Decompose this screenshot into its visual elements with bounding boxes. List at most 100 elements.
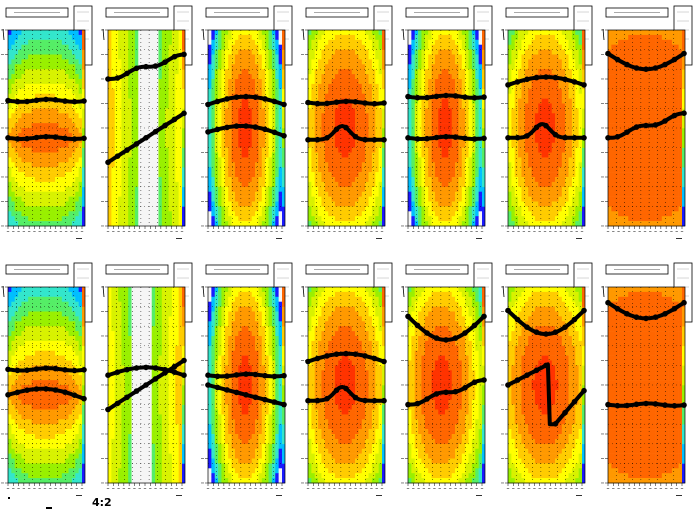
heatmap-cell [111, 64, 116, 70]
heatmap-cell [61, 206, 66, 212]
heatmap-cell [245, 157, 249, 163]
heatmap-cell [268, 177, 273, 183]
heatmap-cell [265, 64, 269, 70]
heatmap-cell [134, 147, 139, 153]
heatmap-cell [365, 128, 369, 134]
heatmap-cell [465, 113, 469, 119]
heatmap-cell [358, 64, 363, 70]
heatmap-cell [251, 79, 256, 85]
heatmap-cell [255, 167, 259, 173]
heatmap-cell [414, 147, 419, 153]
heatmap-cell [238, 83, 242, 90]
heatmap-cell [431, 108, 436, 114]
heatmap-cell [468, 152, 473, 158]
heatmap-cell [365, 123, 369, 129]
heatmap-cell [458, 83, 463, 90]
heatmap-cell [424, 88, 429, 94]
heatmap-cell [118, 221, 122, 227]
heatmap-cell [145, 93, 149, 99]
heatmap-cell [48, 221, 53, 227]
heatmap-cell [371, 123, 376, 129]
heatmap-cell [278, 39, 283, 45]
heatmap-cell [145, 186, 149, 192]
heatmap-cell [221, 103, 226, 109]
heatmap-cell [238, 162, 242, 168]
heatmap-cell [55, 162, 59, 168]
heatmap-cell [148, 221, 153, 227]
heatmap-cell [178, 123, 183, 129]
heatmap-cell [451, 211, 456, 217]
heatmap-cell [155, 167, 159, 173]
heatmap-cell [414, 221, 419, 227]
heatmap-cell [408, 181, 412, 188]
heatmap-cell [441, 69, 446, 75]
heatmap-cell [214, 30, 219, 36]
heatmap-cell [258, 54, 263, 60]
heatmap-cell [155, 191, 159, 197]
heatmap-cell [318, 88, 322, 94]
heatmap-cell [431, 221, 436, 227]
heatmap-cell [318, 103, 322, 109]
heatmap-cell [355, 93, 359, 99]
heatmap-cell [8, 83, 12, 90]
heatmap-cell [114, 128, 119, 134]
heatmap-cell [541, 30, 546, 36]
y-tick-label [101, 54, 104, 55]
heatmap-cell [365, 49, 369, 55]
heatmap-cell [368, 132, 373, 139]
heatmap-cell [241, 59, 246, 65]
color-scale-cell [482, 147, 485, 168]
heatmap-cell [478, 186, 483, 192]
heatmap-cell [168, 49, 173, 55]
heatmap-cell [331, 137, 336, 143]
heatmap-cell [375, 64, 379, 70]
heatmap-cell [41, 34, 46, 41]
heatmap-cell [208, 64, 212, 70]
heatmap-cell [211, 59, 216, 65]
heatmap-cell [555, 34, 559, 41]
heatmap-cell [158, 206, 163, 212]
heatmap-cell [48, 211, 53, 217]
heatmap-cell [251, 49, 256, 55]
heatmap-cell [58, 132, 63, 139]
x-tick-label [338, 231, 341, 232]
heatmap-cell [428, 64, 432, 70]
heatmap-cell [214, 177, 219, 183]
heatmap-cell [234, 79, 239, 85]
heatmap-cell [55, 74, 59, 80]
heatmap-cell [24, 128, 29, 134]
heatmap-cell [461, 128, 466, 134]
heatmap-cell [24, 191, 29, 197]
heatmap-cell [245, 88, 249, 94]
heatmap-cell [251, 108, 256, 114]
heatmap-cell [214, 34, 219, 41]
y-tick-label [1, 225, 4, 227]
heatmap-cell [48, 108, 53, 114]
heatmap-cell [161, 79, 166, 85]
heatmap-cell [245, 137, 249, 143]
heatmap-cell [78, 177, 83, 183]
heatmap-cell [31, 211, 36, 217]
heatmap-cell [21, 157, 26, 163]
heatmap-cell [331, 167, 336, 173]
heatmap-cell [365, 113, 369, 119]
heatmap-cell [358, 147, 363, 153]
y-tick-label [401, 29, 404, 31]
heatmap-cell [341, 64, 346, 70]
heatmap-cell [118, 30, 122, 36]
heatmap-cell [78, 201, 83, 207]
heatmap-cell [65, 30, 69, 36]
heatmap-cell [171, 211, 176, 217]
heatmap-cell [475, 142, 479, 148]
heatmap-cell [114, 54, 119, 60]
heatmap-cell [234, 211, 239, 217]
heatmap-cell [224, 181, 229, 188]
heatmap-cell [414, 30, 419, 36]
heatmap-cell [265, 132, 269, 139]
heatmap-cell [451, 172, 456, 178]
heatmap-cell [461, 34, 466, 41]
heatmap-cell [55, 181, 59, 188]
heatmap-cell [38, 172, 42, 178]
heatmap-cell [355, 88, 359, 94]
heatmap-cell [231, 34, 236, 41]
